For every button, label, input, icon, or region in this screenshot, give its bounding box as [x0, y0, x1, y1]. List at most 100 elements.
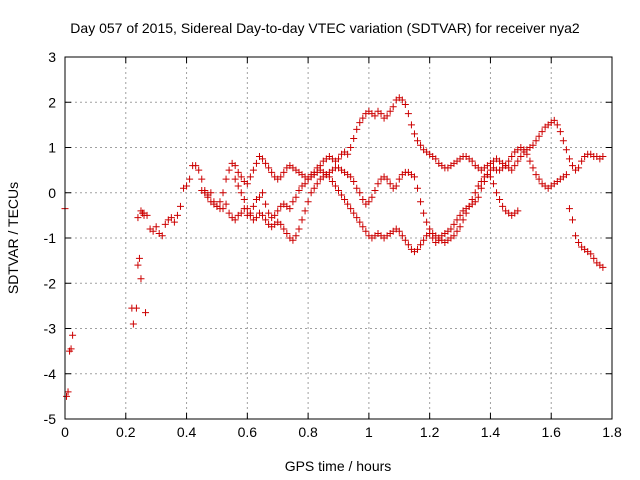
data-point: [414, 184, 422, 192]
data-point: [578, 157, 586, 165]
data-point: [417, 141, 425, 149]
data-point: [401, 236, 409, 244]
data-point: [550, 116, 558, 124]
data-point: [562, 146, 570, 154]
data-point: [170, 218, 178, 226]
data-point: [477, 177, 485, 185]
data-point: [377, 110, 385, 118]
data-point: [590, 254, 598, 262]
data-point: [231, 175, 239, 183]
data-point: [398, 232, 406, 240]
data-point: [572, 232, 580, 240]
data-point: [508, 166, 516, 174]
data-point: [249, 166, 257, 174]
data-point: [535, 175, 543, 183]
data-point: [517, 153, 525, 161]
data-point: [450, 220, 458, 228]
y-tick-label: -2: [44, 275, 57, 291]
data-point: [493, 189, 501, 197]
plot-frame: [64, 56, 613, 420]
data-point: [514, 157, 522, 165]
data-point: [265, 209, 273, 217]
data-point: [64, 388, 72, 396]
x-tick-label: 1: [365, 424, 373, 440]
data-point: [234, 182, 242, 190]
data-point: [243, 180, 251, 188]
data-point: [295, 186, 303, 194]
data-point: [274, 207, 282, 215]
data-point: [562, 171, 570, 179]
axis-ticks: [64, 56, 613, 420]
data-point: [344, 200, 352, 208]
x-tick-label: 0.4: [177, 424, 197, 440]
data-point: [456, 223, 464, 231]
y-tick-label: -4: [44, 366, 57, 382]
data-point: [465, 202, 473, 210]
data-point: [304, 198, 312, 206]
data-point: [142, 309, 150, 317]
data-point: [453, 216, 461, 224]
data-point: [532, 137, 540, 145]
x-tick-label: 1.2: [420, 424, 440, 440]
data-point: [69, 331, 77, 339]
data-point: [186, 175, 194, 183]
x-tick-label: 0.2: [116, 424, 136, 440]
data-point: [426, 225, 434, 233]
data-point: [395, 227, 403, 235]
x-tick-label: 0.8: [298, 424, 318, 440]
data-point: [246, 211, 254, 219]
data-point: [137, 275, 145, 283]
data-point: [277, 220, 285, 228]
data-point: [240, 196, 248, 204]
data-point: [420, 236, 428, 244]
data-point: [553, 121, 561, 129]
data-point: [331, 182, 339, 190]
data-point: [374, 180, 382, 188]
data-point: [356, 119, 364, 127]
data-point: [353, 214, 361, 222]
y-tick-label: 1: [48, 140, 56, 156]
data-point: [262, 159, 270, 167]
data-point: [368, 193, 376, 201]
data-point: [417, 198, 425, 206]
data-point: [362, 227, 370, 235]
data-point: [237, 189, 245, 197]
data-point: [404, 110, 412, 118]
data-point: [568, 216, 576, 224]
data-point: [307, 189, 315, 197]
data-point: [565, 155, 573, 163]
x-tick-label: 0.6: [238, 424, 258, 440]
data-point: [432, 155, 440, 163]
data-point: [398, 96, 406, 104]
chart-title: Day 057 of 2015, Sidereal Day-to-day VTE…: [70, 20, 580, 36]
data-point: [252, 214, 260, 222]
data-point: [468, 157, 476, 165]
grid: [65, 57, 612, 419]
data-point: [386, 107, 394, 115]
data-point: [295, 225, 303, 233]
data-point: [252, 159, 260, 167]
data-point: [350, 209, 358, 217]
data-point: [423, 218, 431, 226]
data-point: [341, 196, 349, 204]
data-point: [502, 162, 510, 170]
data-point: [395, 175, 403, 183]
data-point: [347, 144, 355, 151]
data-point: [335, 155, 342, 163]
data-point: [246, 173, 254, 181]
y-axis-label: SDTVAR / TECUs: [5, 182, 21, 294]
data-point: [496, 196, 504, 204]
data-point: [359, 196, 367, 204]
data-point: [129, 320, 137, 328]
data-point: [453, 227, 461, 235]
data-point: [407, 121, 415, 129]
y-tick-labels: -5 -4 -3 -2 -1 0 1 2 3: [44, 49, 57, 427]
data-point: [575, 164, 583, 172]
x-tick-labels: 0 0.2 0.4 0.6 0.8 1 1.2 1.4 1.6 1.8: [61, 424, 622, 440]
data-point: [262, 216, 270, 224]
data-point: [243, 205, 251, 213]
data-point: [383, 175, 391, 183]
data-point: [249, 202, 257, 210]
data-point: [486, 173, 494, 181]
data-point: [152, 223, 160, 231]
